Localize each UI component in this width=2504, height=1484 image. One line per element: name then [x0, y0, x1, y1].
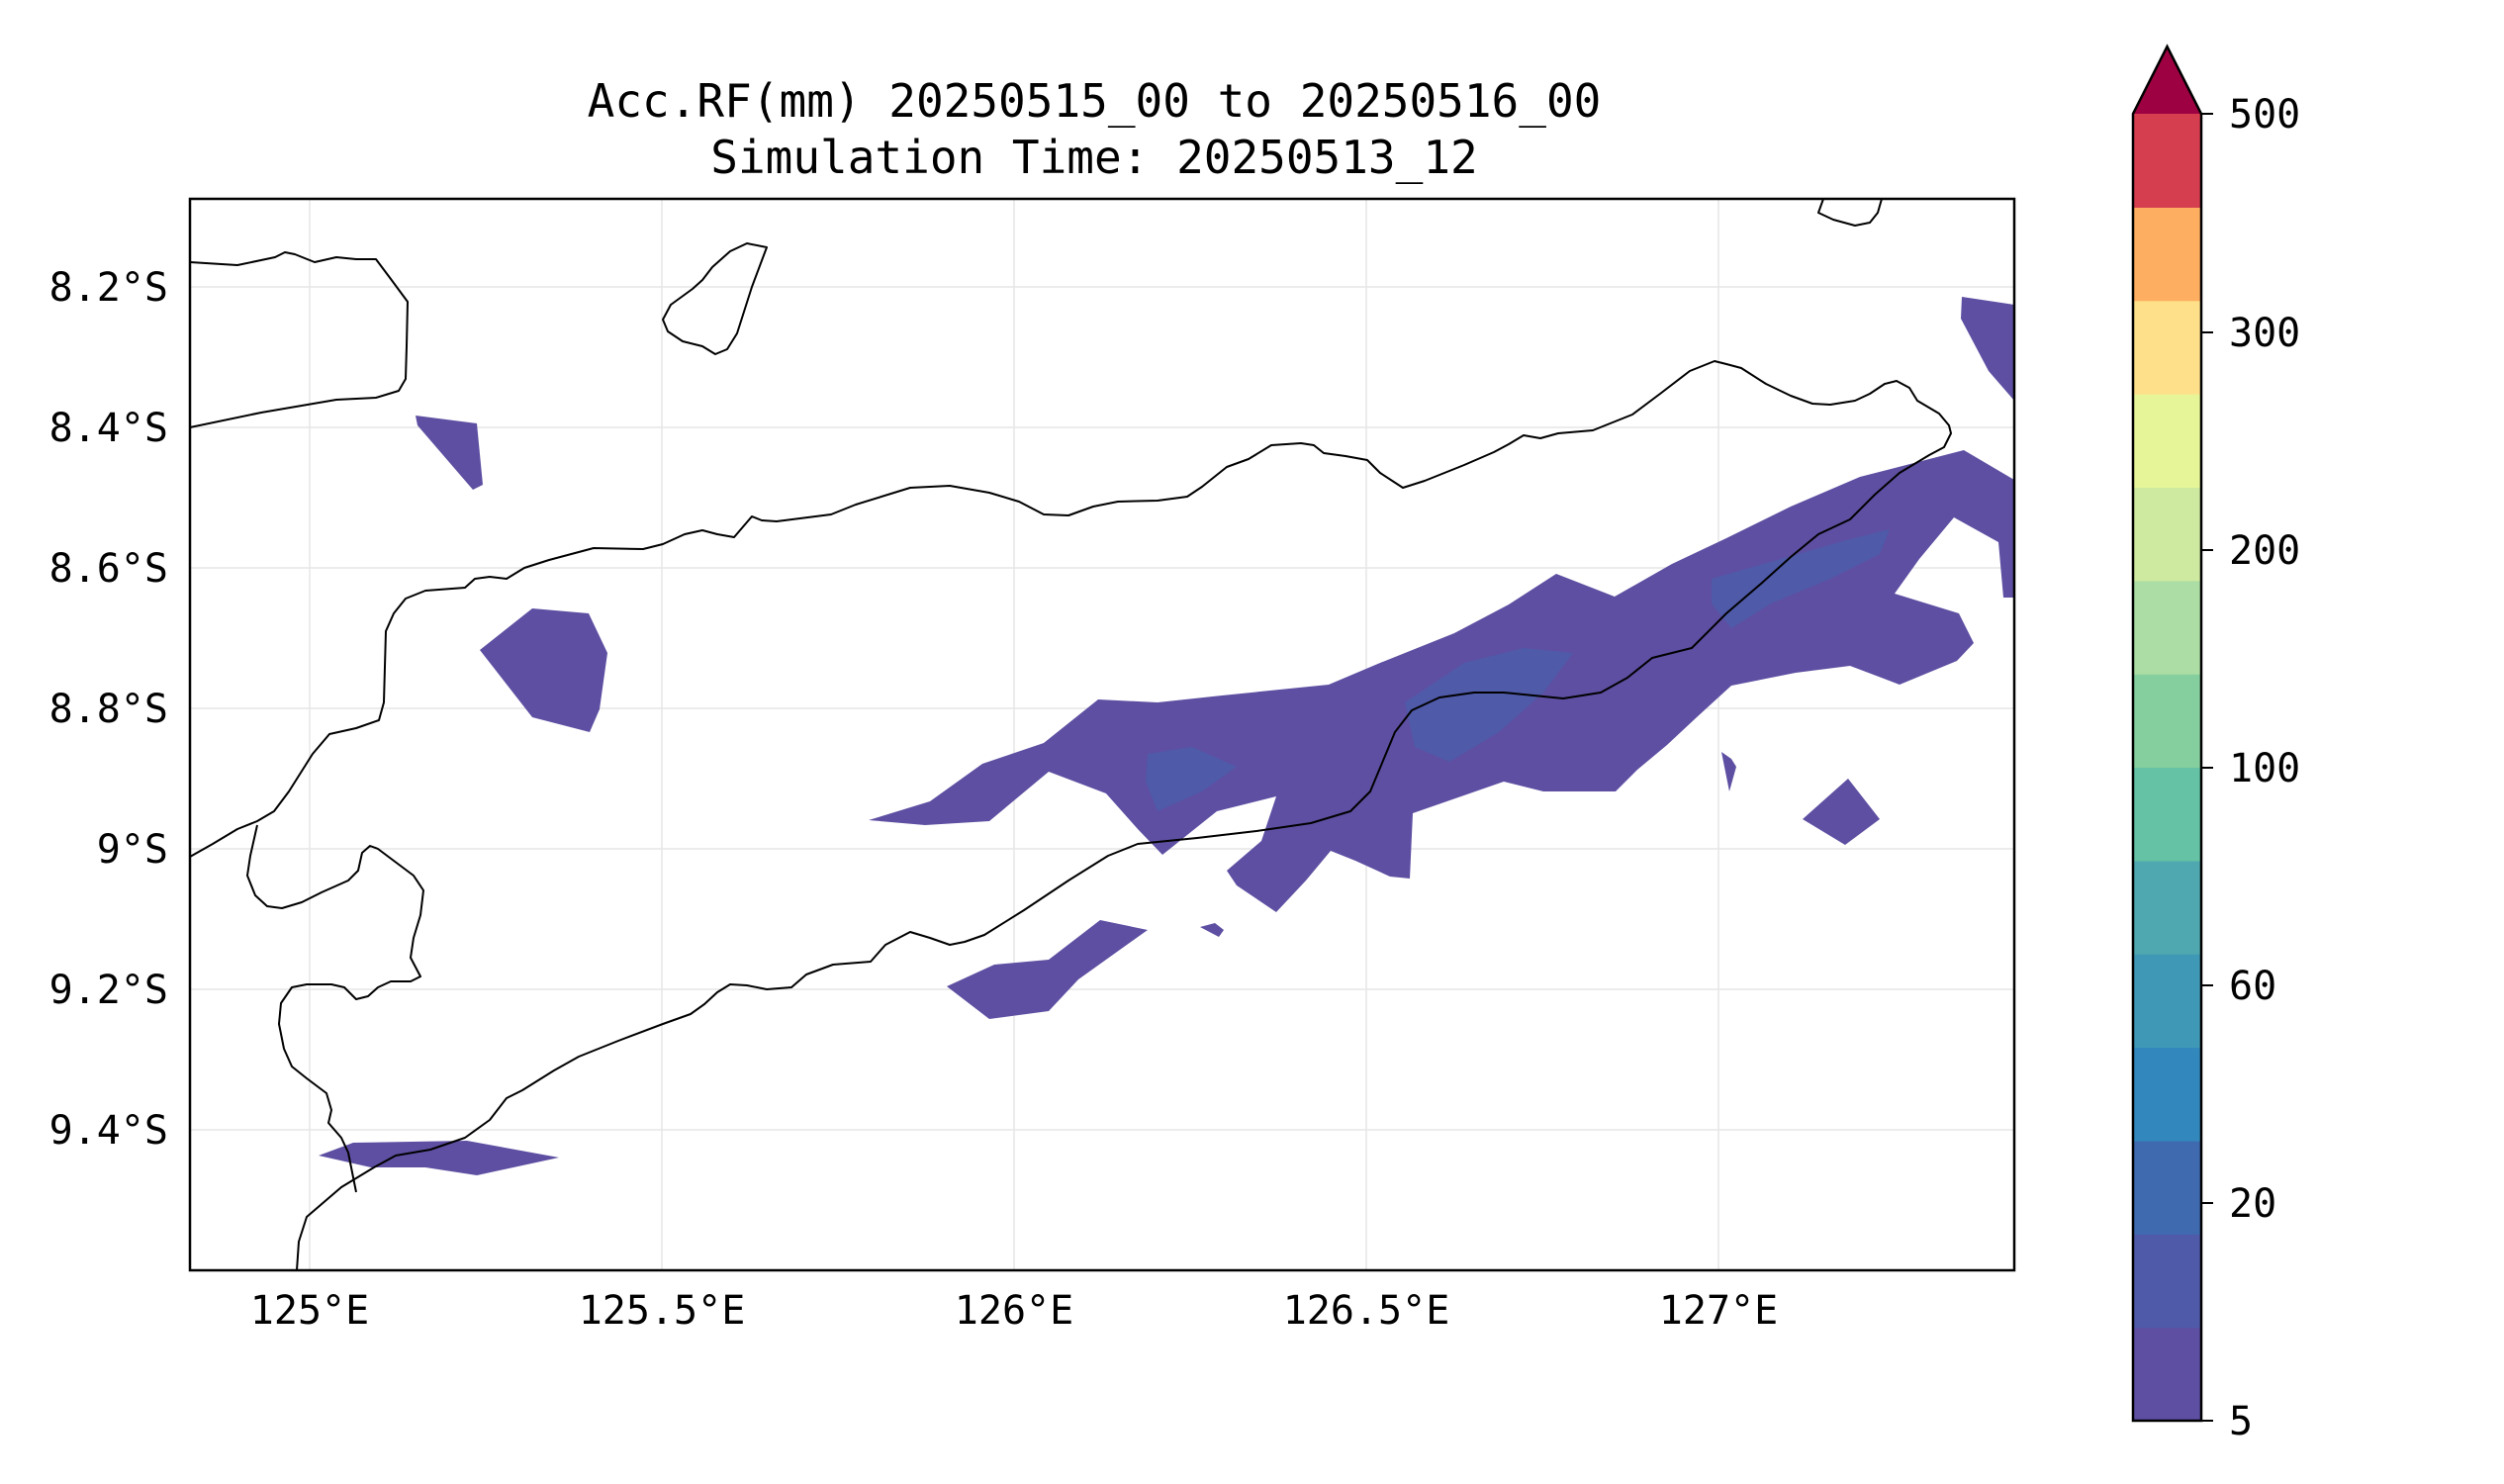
latitude-ticks: 8.2°S 8.4°S 8.6°S 8.8°S 9°S 9.2°S 9.4°S: [49, 265, 168, 1154]
lat-tick-label: 8.8°S: [49, 687, 168, 732]
colorbar-segment: [2133, 860, 2201, 955]
colorbar-extend-arrow: [2133, 46, 2201, 114]
rainfall-contours: [319, 297, 2014, 1175]
rain-area-southwest-strip: [319, 1141, 559, 1175]
rain-area-northwest-small: [416, 416, 483, 490]
colorbar-ticks: [2201, 113, 2213, 1422]
coastline-island-northeast: [1817, 198, 1883, 227]
coastlines: [189, 198, 1952, 1271]
colorbar-segment: [2133, 1140, 2201, 1235]
colorbar-label: 100: [2229, 746, 2300, 791]
coastline-timor-main: [189, 360, 1952, 1271]
rain-area-west-blob: [480, 608, 607, 732]
rain-area-east-small: [1721, 752, 1736, 791]
rain-area-northeast: [1961, 297, 2014, 401]
coastline-island-north: [662, 242, 768, 355]
colorbar-label: 300: [2229, 311, 2300, 356]
rain-area-20mm-patch: [1712, 529, 1890, 628]
coastline-timor-north: [189, 251, 409, 428]
lon-tick-label: 125.5°E: [579, 1288, 746, 1334]
map-subtitle: Simulation Time: 20250513_12: [710, 131, 1477, 184]
colorbar-segment: [2133, 394, 2201, 489]
colorbar-outline: [2131, 44, 2203, 1423]
map-title: Acc.RF(mm) 20250515_00 to 20250516_00: [588, 74, 1602, 128]
lat-tick-label: 9°S: [97, 827, 168, 873]
lon-tick-label: 127°E: [1659, 1288, 1778, 1334]
colorbar-segment: [2133, 767, 2201, 862]
lat-tick-label: 9.2°S: [49, 968, 168, 1013]
lat-tick-label: 8.6°S: [49, 546, 168, 592]
lon-tick-label: 126.5°E: [1283, 1288, 1450, 1334]
lat-tick-label: 9.4°S: [49, 1108, 168, 1154]
lon-tick-label: 126°E: [955, 1288, 1073, 1334]
longitude-ticks: 125°E 125.5°E 126°E 126.5°E 127°E: [250, 1288, 1778, 1334]
lat-tick-label: 8.4°S: [49, 406, 168, 451]
colorbar-label: 60: [2229, 964, 2276, 1009]
rain-area-east-blob: [1803, 779, 1880, 845]
map-panel: [188, 197, 2016, 1272]
rain-area-south-central: [947, 920, 1148, 1019]
colorbar-segments: [2133, 114, 2201, 1422]
colorbar-label: 5: [2229, 1399, 2253, 1444]
colorbar-segment: [2133, 1047, 2201, 1142]
colorbar-label: 500: [2229, 92, 2300, 138]
colorbar-segment: [2133, 580, 2201, 675]
colorbar-label: 200: [2229, 528, 2300, 574]
colorbar-segment: [2133, 300, 2201, 395]
rain-area-20mm-patch: [1146, 747, 1237, 811]
map-frame: [188, 197, 2016, 1272]
coastline-west-timor: [246, 824, 424, 1193]
colorbar-label: 20: [2229, 1181, 2276, 1227]
colorbar-segment: [2133, 1327, 2201, 1422]
rain-area-speck: [1200, 923, 1224, 937]
rain-area-20mm-patch: [1405, 648, 1573, 762]
lat-tick-label: 8.2°S: [49, 265, 168, 311]
lon-tick-label: 125°E: [250, 1288, 369, 1334]
colorbar-segment: [2133, 954, 2201, 1049]
colorbar: 500 300 200 100 60 20 5: [2131, 44, 2300, 1444]
colorbar-segment: [2133, 674, 2201, 769]
colorbar-segment: [2133, 114, 2201, 208]
colorbar-segment: [2133, 207, 2201, 302]
colorbar-segment: [2133, 1234, 2201, 1329]
colorbar-segment: [2133, 487, 2201, 582]
